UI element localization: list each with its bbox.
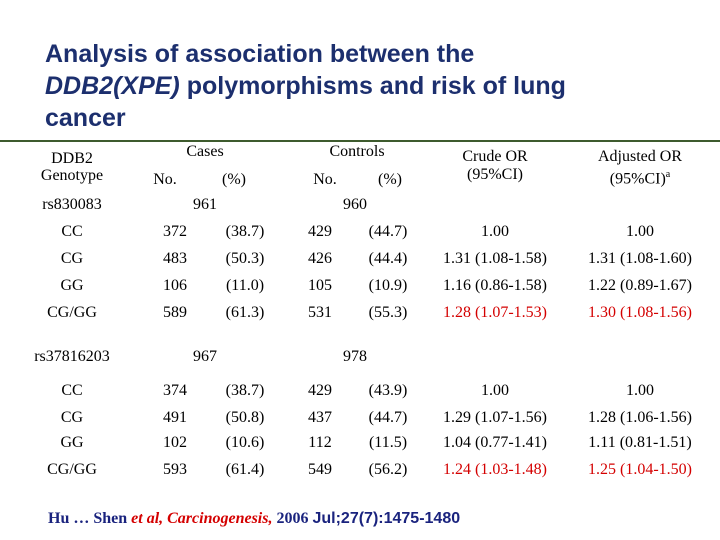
cell-crude-or: 1.00 [481, 223, 509, 240]
citation-journal: et al, Carcinogenesis, [131, 510, 273, 527]
cell-controls-no: 531 [308, 304, 332, 321]
cell-controls-pct: (44.7) [368, 409, 408, 426]
cell-controls-pct: (56.2) [368, 461, 408, 478]
title-line: DDB2(XPE) polymorphisms and risk of lung [45, 70, 566, 102]
title-text: polymorphisms and risk of lung [186, 72, 566, 100]
cell-genotype: GG [60, 277, 84, 294]
header-adjusted: Adjusted OR [598, 148, 682, 165]
header-pct: (%) [222, 171, 246, 188]
cell-cases-no: 589 [163, 304, 187, 321]
cell-cases-no: 491 [163, 409, 187, 426]
header-no: No. [313, 171, 337, 188]
controls-total: 978 [343, 348, 367, 365]
cell-genotype: GG [60, 434, 84, 451]
cell-cases-pct: (38.7) [225, 223, 265, 240]
cell-crude-or: 1.00 [481, 382, 509, 399]
cell-cases-pct: (10.6) [225, 434, 265, 451]
header-controls: Controls [329, 143, 385, 160]
title-line: Analysis of association between the [45, 40, 475, 68]
cell-genotype: CG [60, 250, 84, 267]
cases-total: 961 [193, 196, 217, 213]
cell-crude-or: 1.28 (1.07-1.53) [443, 304, 547, 321]
cell-crude-or: 1.04 (0.77-1.41) [443, 434, 547, 451]
cell-controls-no: 429 [308, 223, 332, 240]
header-genotype: DDB2 [51, 150, 93, 167]
title-gene: DDB2(XPE) [45, 72, 180, 100]
cell-cases-pct: (50.8) [225, 409, 265, 426]
cell-controls-pct: (44.7) [368, 223, 408, 240]
header-genotype: Genotype [40, 167, 104, 184]
cell-cases-no: 106 [163, 277, 187, 294]
cell-genotype: CG/GG [47, 304, 97, 321]
cell-adjusted-or: 1.31 (1.08-1.60) [588, 250, 692, 267]
cell-controls-pct: (11.5) [368, 434, 408, 451]
footnote-mark: a [665, 169, 671, 180]
cell-cases-pct: (50.3) [225, 250, 265, 267]
cell-controls-no: 426 [308, 250, 332, 267]
cell-cases-no: 374 [163, 382, 187, 399]
cell-controls-no: 437 [308, 409, 332, 426]
title-line: cancer [45, 104, 126, 132]
cell-crude-or: 1.24 (1.03-1.48) [443, 461, 547, 478]
cell-controls-pct: (55.3) [368, 304, 408, 321]
citation-ref: Jul;27(7):1475-1480 [312, 510, 461, 527]
cell-adjusted-or: 1.30 (1.08-1.56) [588, 304, 692, 321]
cell-cases-no: 483 [163, 250, 187, 267]
cell-adjusted-or: 1.00 [626, 382, 654, 399]
cell-genotype: CC [61, 382, 83, 399]
cell-cases-no: 372 [163, 223, 187, 240]
cell-controls-no: 105 [308, 277, 332, 294]
cell-crude-or: 1.16 (0.86-1.58) [443, 277, 547, 294]
cell-adjusted-or: 1.25 (1.04-1.50) [588, 461, 692, 478]
title-rule [0, 140, 720, 142]
cell-adjusted-or: 1.22 (0.89-1.67) [588, 277, 692, 294]
header-crude: (95%CI) [467, 166, 523, 183]
cell-controls-pct: (43.9) [368, 382, 408, 399]
title: Analysis of association between the DDB2… [45, 38, 566, 134]
header-adjusted-text: (95%CI) [609, 170, 666, 188]
cell-cases-pct: (61.4) [225, 461, 265, 478]
cell-adjusted-or: 1.11 (0.81-1.51) [588, 434, 692, 451]
cell-cases-pct: (38.7) [225, 382, 265, 399]
header-pct: (%) [378, 171, 402, 188]
cell-controls-no: 112 [308, 434, 332, 451]
cell-cases-pct: (11.0) [225, 277, 265, 294]
cell-crude-or: 1.29 (1.07-1.56) [443, 409, 547, 426]
cell-cases-no: 102 [163, 434, 187, 451]
citation: Hu … Shen et al, Carcinogenesis, 2006 Jul;2… [48, 510, 464, 528]
header-cases: Cases [186, 143, 224, 160]
citation-year: 2006 [276, 510, 309, 527]
cell-controls-pct: (10.9) [368, 277, 408, 294]
controls-total: 960 [343, 196, 367, 213]
cell-controls-pct: (44.4) [368, 250, 408, 267]
cell-cases-no: 593 [163, 461, 187, 478]
header-crude: Crude OR [462, 148, 528, 165]
cell-controls-no: 549 [308, 461, 332, 478]
header-adjusted: (95%CI)a [610, 166, 670, 188]
cell-adjusted-or: 1.00 [626, 223, 654, 240]
header-no: No. [153, 171, 177, 188]
cell-crude-or: 1.31 (1.08-1.58) [443, 250, 547, 267]
cases-total: 967 [193, 348, 217, 365]
snp: rs37816203 [34, 348, 110, 365]
cell-controls-no: 429 [308, 382, 332, 399]
cell-genotype: CG/GG [47, 461, 97, 478]
cell-adjusted-or: 1.28 (1.06-1.56) [588, 409, 692, 426]
snp: rs830083 [42, 196, 102, 213]
cell-genotype: CC [61, 223, 83, 240]
cell-genotype: CG [60, 409, 84, 426]
citation-authors: Hu … Shen [48, 510, 128, 527]
cell-cases-pct: (61.3) [225, 304, 265, 321]
